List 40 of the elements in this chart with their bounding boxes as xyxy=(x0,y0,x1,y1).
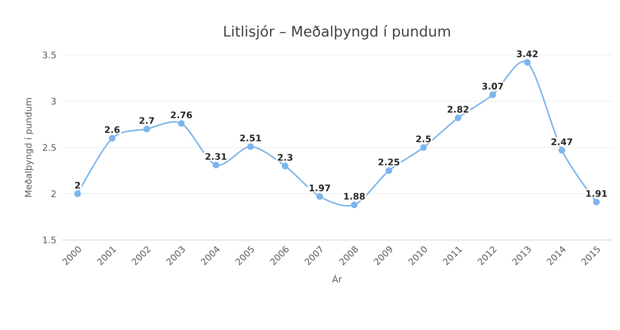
data-label: 3.07 xyxy=(482,82,504,90)
y-tick-label: 2.5 xyxy=(42,144,56,151)
data-label: 2.47 xyxy=(551,138,572,146)
data-label: 2.7 xyxy=(140,117,154,124)
point xyxy=(74,190,81,198)
data-label: 1.97 xyxy=(310,184,330,192)
point xyxy=(454,114,462,122)
data-label: 1.88 xyxy=(344,192,365,200)
point xyxy=(593,198,600,206)
data-label: 2 xyxy=(75,182,80,189)
y-tick-label: 3.5 xyxy=(42,52,56,58)
data-label: 2.31 xyxy=(206,153,226,160)
point xyxy=(316,193,324,200)
chart-title: Litlisjór – Meðalþyngd í pundum xyxy=(224,25,450,40)
data-label: 3.42 xyxy=(516,50,538,58)
x-axis-title: Ár xyxy=(332,274,342,282)
data-label: 2.82 xyxy=(448,106,468,113)
point xyxy=(524,59,531,66)
data-label: 2.5 xyxy=(416,136,431,142)
point xyxy=(489,91,496,98)
data-label: 2.76 xyxy=(170,111,192,118)
y-tick-label: 2 xyxy=(51,190,56,198)
point xyxy=(247,143,254,150)
data-label: 2.51 xyxy=(240,134,261,142)
point xyxy=(108,134,116,142)
data-label: 1.91 xyxy=(586,190,607,197)
data-label: 2.3 xyxy=(278,154,292,161)
y-tick-label: 3 xyxy=(51,98,56,105)
point xyxy=(558,146,566,154)
point xyxy=(212,162,220,168)
data-label: 2.6 xyxy=(104,126,120,134)
y-tick-label: 1.5 xyxy=(43,236,56,244)
point xyxy=(420,144,427,151)
point xyxy=(143,126,150,132)
point xyxy=(282,162,288,170)
point xyxy=(386,167,392,174)
y-axis-title: Meðalþyngd í pundum xyxy=(24,98,34,197)
point xyxy=(178,120,185,127)
data-label: 2.25 xyxy=(378,158,400,166)
point xyxy=(350,202,358,208)
